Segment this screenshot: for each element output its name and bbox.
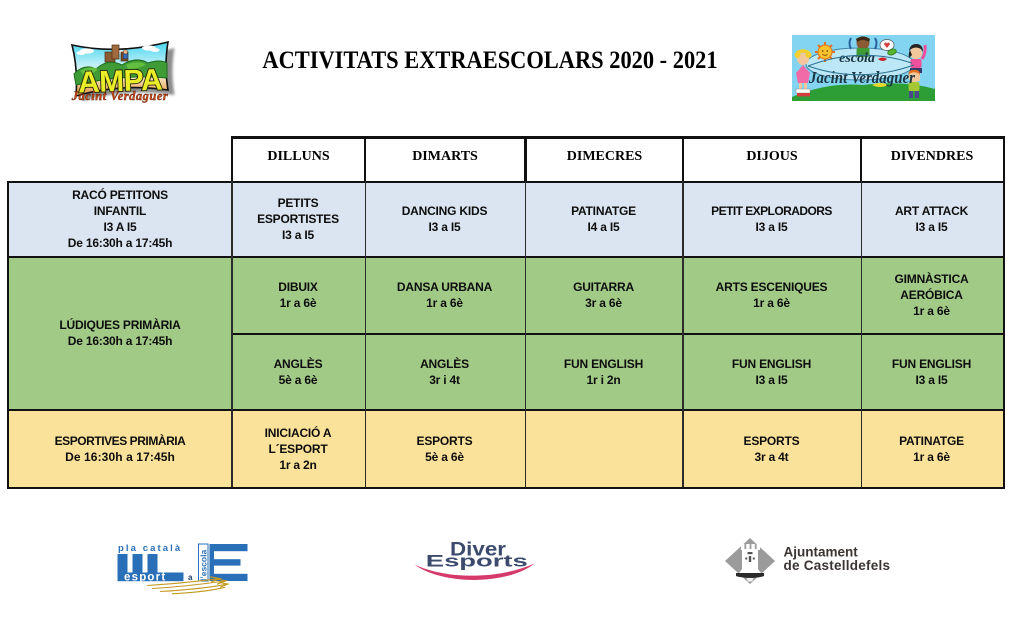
svg-text:Jacint Verdaguer: Jacint Verdaguer xyxy=(71,89,169,103)
svg-text:l’escola: l’escola xyxy=(199,550,209,581)
svg-text:Diver: Diver xyxy=(450,540,507,561)
svg-text:Esports: Esports xyxy=(426,552,528,571)
svg-text:Ajuntament: Ajuntament xyxy=(784,545,859,560)
svg-text:esport: esport xyxy=(124,572,166,584)
svg-text:de Castelldefels: de Castelldefels xyxy=(784,558,891,573)
svg-text:a: a xyxy=(188,573,193,582)
svg-text:escola: escola xyxy=(839,51,875,66)
svg-text:pla català: pla català xyxy=(118,543,182,554)
svg-text:AMPA: AMPA xyxy=(77,64,162,100)
